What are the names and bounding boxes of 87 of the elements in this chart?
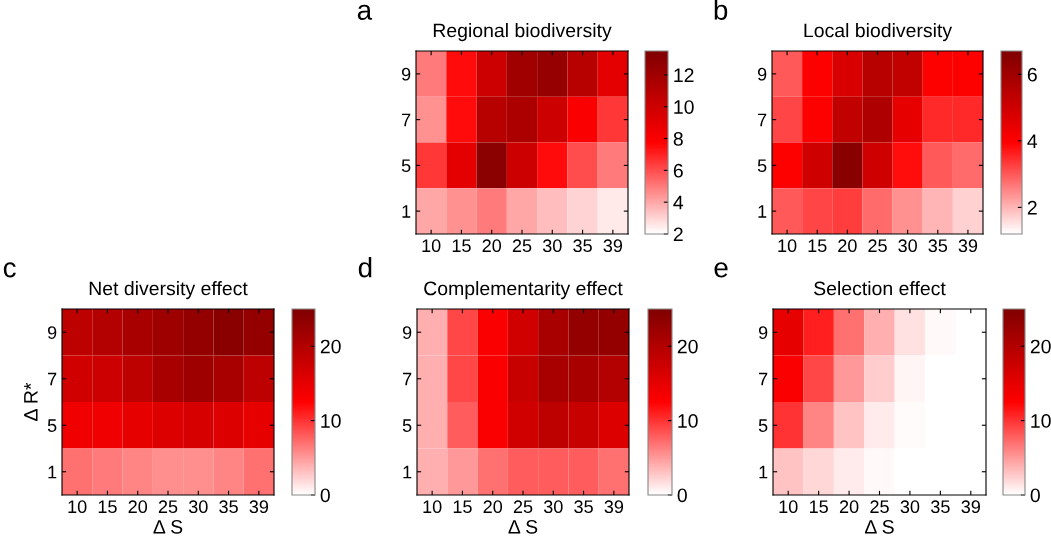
y-tick-label: 5 bbox=[47, 419, 57, 432]
y-tick-label: 1 bbox=[403, 465, 412, 479]
x-tick-label: 39 bbox=[249, 500, 269, 514]
color-bar-label: 10 bbox=[674, 100, 694, 114]
chart-title: Complementarity effect bbox=[424, 281, 623, 300]
color-bar-label: 4 bbox=[673, 195, 684, 210]
x-tick-label: 15 bbox=[809, 500, 828, 514]
y-tick-label: 1 bbox=[758, 205, 767, 218]
text: a bbox=[357, 4, 373, 20]
x-tick-label: 20 bbox=[838, 239, 857, 253]
x-tick-label: 15 bbox=[808, 239, 827, 253]
y-tick-label: 1 bbox=[759, 465, 768, 479]
x-tick-label: 10 bbox=[68, 500, 87, 514]
y-tick-label: 9 bbox=[47, 326, 57, 339]
x-tick-label: 35 bbox=[219, 500, 238, 514]
x-axis-title: Δ S bbox=[864, 519, 894, 534]
chart-title: Local biodiversity bbox=[804, 23, 953, 42]
color-bar-label: 8 bbox=[673, 131, 683, 146]
y-tick-label: 7 bbox=[759, 372, 768, 386]
y-tick-label: 9 bbox=[757, 67, 767, 81]
x-tick-label: 15 bbox=[453, 500, 472, 514]
x-tick-label: 15 bbox=[98, 500, 117, 514]
color-bar-label: 20 bbox=[677, 339, 698, 354]
y-tick-label: 5 bbox=[402, 419, 412, 432]
x-tick-label: 39 bbox=[604, 500, 624, 514]
color-bar-label: 20 bbox=[320, 339, 341, 354]
y-tick-label: 7 bbox=[403, 372, 412, 386]
color-bar-label: 0 bbox=[1030, 488, 1040, 503]
x-tick-label: 30 bbox=[900, 500, 920, 514]
text: d bbox=[358, 257, 372, 278]
x-tick-label: 39 bbox=[958, 239, 978, 253]
color-bar-label: 20 bbox=[1030, 339, 1051, 354]
y-tick-label: 1 bbox=[402, 205, 411, 218]
x-tick-label: 30 bbox=[543, 500, 563, 514]
x-axis-title: Δ S bbox=[508, 519, 538, 534]
y-axis-title: Δ R* bbox=[24, 382, 38, 421]
color-bar-label: 2 bbox=[673, 227, 683, 242]
color-bar-label: 10 bbox=[321, 414, 341, 428]
x-tick-label: 30 bbox=[542, 239, 562, 253]
y-tick-label: 5 bbox=[757, 159, 767, 173]
y-tick-label: 9 bbox=[402, 326, 412, 339]
chart-title: Selection effect bbox=[814, 281, 946, 296]
text: b bbox=[714, 0, 728, 20]
x-axis-title: Δ S bbox=[153, 519, 183, 534]
x-tick-label: 39 bbox=[961, 500, 980, 514]
x-tick-label: 20 bbox=[483, 500, 503, 514]
color-bar-label: 10 bbox=[678, 414, 698, 428]
x-tick-label: 25 bbox=[868, 239, 887, 253]
x-tick-label: 30 bbox=[898, 239, 917, 253]
x-tick-label: 25 bbox=[158, 500, 178, 514]
y-tick-label: 9 bbox=[401, 67, 411, 81]
chart-title: Net diversity effect bbox=[89, 281, 248, 300]
text: e bbox=[714, 262, 728, 278]
x-tick-label: 35 bbox=[928, 239, 948, 253]
color-bar-label: 4 bbox=[1027, 134, 1038, 148]
x-tick-label: 20 bbox=[128, 500, 148, 514]
color-bar-label: 12 bbox=[674, 68, 694, 82]
x-tick-label: 25 bbox=[870, 500, 889, 514]
y-tick-label: 7 bbox=[402, 113, 411, 127]
x-tick-label: 10 bbox=[422, 239, 441, 253]
y-tick-label: 7 bbox=[758, 113, 767, 127]
y-tick-label: 9 bbox=[758, 326, 768, 339]
x-tick-label: 10 bbox=[779, 500, 798, 514]
text: c bbox=[3, 262, 16, 278]
x-tick-label: 35 bbox=[931, 500, 950, 514]
color-bar-label: 2 bbox=[1027, 200, 1037, 215]
color-bar-label: 0 bbox=[677, 488, 687, 503]
color-bar-label: 6 bbox=[673, 163, 683, 178]
x-tick-label: 35 bbox=[574, 500, 593, 514]
y-tick-label: 5 bbox=[758, 419, 768, 432]
x-tick-label: 25 bbox=[512, 239, 532, 253]
y-tick-label: 7 bbox=[48, 372, 57, 386]
chart-title: Regional biodiversity bbox=[433, 23, 612, 42]
color-bar-label: 0 bbox=[320, 488, 330, 503]
y-tick-label: 5 bbox=[401, 159, 411, 173]
x-tick-label: 39 bbox=[603, 239, 623, 253]
y-tick-label: 1 bbox=[48, 465, 57, 479]
x-tick-label: 10 bbox=[778, 239, 797, 253]
x-tick-label: 10 bbox=[423, 500, 442, 514]
x-tick-label: 35 bbox=[573, 239, 592, 253]
x-tick-label: 25 bbox=[513, 500, 533, 514]
color-bar-label: 10 bbox=[1031, 414, 1051, 428]
x-tick-label: 20 bbox=[482, 239, 502, 253]
color-bar-label: 6 bbox=[1027, 67, 1037, 82]
x-tick-label: 15 bbox=[452, 239, 471, 253]
x-tick-label: 30 bbox=[188, 500, 208, 514]
x-tick-label: 20 bbox=[839, 500, 859, 514]
